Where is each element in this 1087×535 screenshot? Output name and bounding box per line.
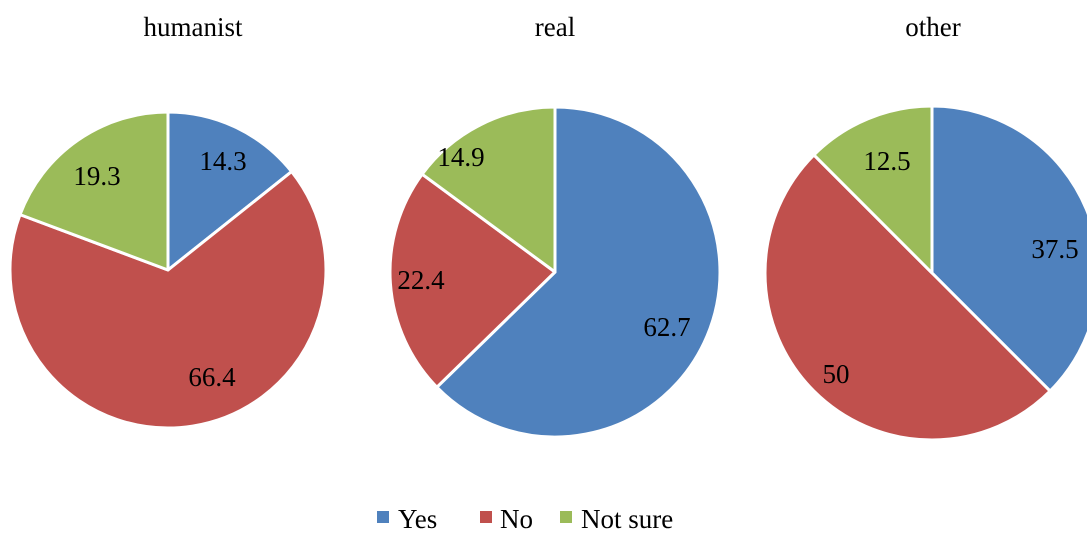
pie-slice-other-yes: [930, 104, 1087, 393]
pie-data-label-real-no: 22.4: [397, 265, 445, 295]
pie-labels-real: 62.7 22.4 14.9: [397, 142, 690, 342]
pie-slice-real-no: [388, 172, 557, 389]
pie-slice-other-not-sure: [812, 104, 934, 275]
pie-slices-other: [763, 104, 1087, 442]
pie-title-other: other: [905, 12, 960, 42]
legend-label-no: No: [500, 504, 533, 534]
pie-data-label-real-not-sure: 14.9: [437, 142, 484, 172]
legend-swatch-yes: [377, 511, 389, 523]
pie-slices-real: [388, 105, 722, 439]
legend-label-not-sure: Not sure: [581, 504, 673, 534]
pie-chart-other: other 37.5 50 12.5: [763, 12, 1087, 442]
legend-swatch-no: [480, 511, 492, 523]
pie-slice-humanist-not-sure: [18, 110, 170, 272]
pie-data-label-real-yes: 62.7: [643, 312, 690, 342]
pie-chart-humanist: humanist 14.3 66.4 19.3: [8, 12, 328, 430]
pie-data-label-humanist-not-sure: 19.3: [73, 161, 120, 191]
legend-label-yes: Yes: [398, 504, 437, 534]
pie-labels-other: 37.5 50 12.5: [823, 146, 1079, 389]
pie-labels-humanist: 14.3 66.4 19.3: [73, 146, 246, 392]
legend-item-not-sure: Not sure: [560, 504, 673, 534]
pie-slice-humanist-no: [8, 170, 328, 430]
pie-slice-humanist-yes: [166, 110, 294, 272]
pie-slice-real-not-sure: [420, 105, 557, 274]
legend-swatch-not-sure: [560, 511, 572, 523]
pie-slices-humanist: [8, 110, 328, 430]
legend-item-yes: Yes: [377, 504, 437, 534]
pie-data-label-humanist-no: 66.4: [188, 362, 236, 392]
pie-title-real: real: [535, 12, 575, 42]
pie-slice-other-no: [763, 153, 1052, 442]
pie-data-label-other-no: 50: [823, 359, 850, 389]
pie-slice-real-yes: [435, 105, 722, 439]
pie-chart-real: real 62.7 22.4 14.9: [388, 12, 722, 439]
pie-data-label-other-not-sure: 12.5: [863, 146, 910, 176]
pie-title-humanist: humanist: [144, 12, 243, 42]
pie-data-label-other-yes: 37.5: [1031, 234, 1078, 264]
legend: Yes No Not sure: [377, 504, 673, 534]
legend-item-no: No: [480, 504, 533, 534]
pie-data-label-humanist-yes: 14.3: [199, 146, 246, 176]
